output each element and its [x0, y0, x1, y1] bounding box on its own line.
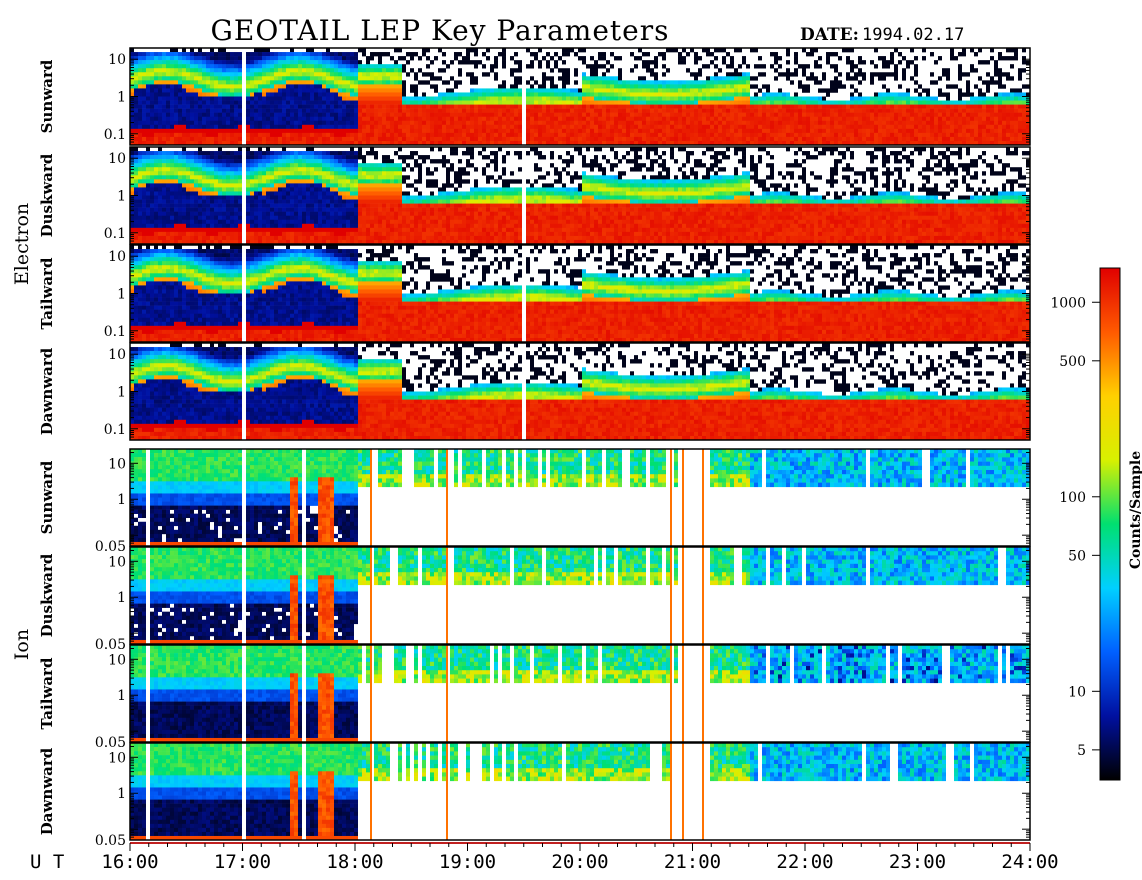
y-tick-label: 0.05: [95, 833, 126, 849]
electron-panel-dawnward: 10 1 0.1 Dawnward: [38, 343, 1030, 440]
x-tick-label: 24:00: [1001, 851, 1058, 873]
panel-stack: 10 1 0.1 Sunward 10 1 0.1 Duskward 10 1 0.1 Tailwar…: [38, 48, 1030, 849]
x-tick-label: 23:00: [889, 851, 946, 873]
lep-spectrogram-figure: GEOTAIL LEP Key Parameters DATE: 1994.02…: [0, 0, 1142, 880]
ion-panel-sunward: 10 1 0.05 Sunward: [38, 449, 1030, 555]
y-tick-label: 10: [108, 52, 126, 68]
colorbar-tick-label: 10: [1068, 684, 1086, 700]
y-tick-label: 1: [117, 786, 126, 802]
y-tick-label: 0.1: [104, 127, 126, 143]
panel-direction-label: Sunward: [38, 460, 56, 534]
x-tick-label: 18:00: [326, 851, 383, 873]
x-axis: U T 16:00 17:00 18:00 19:00 20:00 21:00 22:00 2…: [30, 843, 1059, 873]
colorbar-tick-label: 500: [1059, 354, 1086, 370]
x-tick-label: 21:00: [664, 851, 721, 873]
y-tick-label: 1: [117, 492, 126, 508]
electron-panel-duskward: 10 1 0.1 Duskward: [38, 147, 1030, 244]
colorbar-tick-label: 5: [1077, 743, 1086, 759]
x-tick-label: 19:00: [439, 851, 496, 873]
y-tick-label: 0.1: [104, 422, 126, 438]
colorbar-tick-label: 50: [1068, 548, 1086, 564]
y-tick-label: 1: [117, 287, 126, 303]
y-tick-label: 10: [108, 456, 126, 472]
x-tick-label: 16:00: [101, 851, 158, 873]
y-tick-label: 10: [108, 652, 126, 668]
panel-direction-label: Dawnward: [38, 747, 56, 835]
y-tick-label: 0.1: [104, 226, 126, 242]
group-labels: Electron Ion: [11, 203, 33, 660]
y-tick-label: 10: [108, 347, 126, 363]
panel-direction-label: Tailward: [38, 657, 56, 729]
panel-direction-label: Tailward: [38, 257, 56, 329]
panel-direction-label: Dawnward: [38, 347, 56, 435]
colorbar-label: Counts/Sample: [1128, 451, 1142, 569]
ion-panel-duskward: 10 1 0.05 Duskward: [38, 547, 1030, 653]
x-tick-label: 22:00: [776, 851, 833, 873]
panel-direction-label: Sunward: [38, 59, 56, 133]
y-tick-label: 0.1: [104, 324, 126, 340]
ion-panel-tailward: 10 1 0.05 Tailward: [38, 645, 1030, 751]
y-tick-label: 1: [117, 90, 126, 106]
group-label-ion: Ion: [11, 629, 33, 660]
electron-panel-tailward: 10 1 0.1 Tailward: [38, 245, 1030, 342]
chart-title: GEOTAIL LEP Key Parameters: [211, 14, 670, 47]
colorbar-tick-label: 1000: [1050, 295, 1086, 311]
y-tick-label: 10: [108, 554, 126, 570]
date-value: 1994.02.17: [862, 25, 964, 45]
y-tick-label: 1: [117, 688, 126, 704]
panel-direction-label: Duskward: [38, 553, 56, 637]
y-tick-label: 10: [108, 750, 126, 766]
group-label-electron: Electron: [11, 203, 33, 285]
colorbar-gradient: [1100, 268, 1120, 780]
y-tick-label: 10: [108, 151, 126, 167]
y-tick-label: 1: [117, 385, 126, 401]
colorbar: Counts/Sample 1000 500 100 50 10 5: [1050, 268, 1142, 780]
electron-panel-sunward: 10 1 0.1 Sunward: [38, 48, 1030, 145]
y-tick-label: 0.05: [95, 735, 126, 751]
x-tick-label: 17:00: [214, 851, 271, 873]
x-tick-label: 20:00: [551, 851, 608, 873]
x-axis-label: U T: [30, 851, 64, 873]
date-label: DATE:: [800, 25, 859, 45]
y-tick-label: 1: [117, 590, 126, 606]
ion-panel-dawnward: 10 1 0.05 Dawnward: [38, 743, 1030, 849]
colorbar-tick-label: 100: [1059, 490, 1086, 506]
heatmap-cells: [130, 245, 1030, 342]
y-tick-label: 0.05: [95, 539, 126, 555]
y-tick-label: 10: [108, 249, 126, 265]
y-tick-label: 1: [117, 189, 126, 205]
y-tick-label: 0.05: [95, 637, 126, 653]
panel-direction-label: Duskward: [38, 153, 56, 237]
